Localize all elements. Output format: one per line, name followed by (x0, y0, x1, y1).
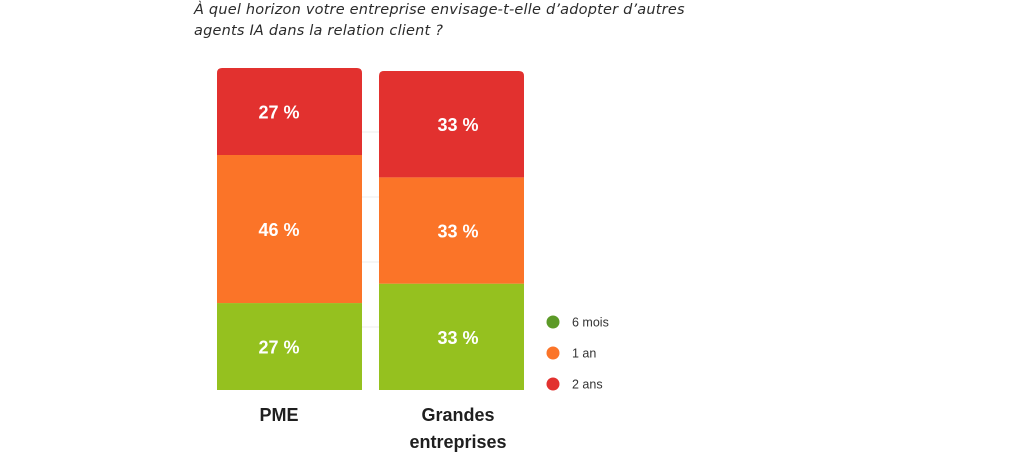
legend-swatch-2 (546, 377, 560, 391)
bar-segment-1-1 (379, 177, 524, 284)
bar-segment-1-2 (379, 71, 524, 178)
data-label-0-0: 27 % (258, 338, 299, 358)
legend-swatch-1 (546, 346, 560, 360)
chart-question: À quel horizon votre entreprise envisage… (194, 0, 754, 42)
category-label-1-1: entreprises (409, 432, 506, 452)
bar-segment-1-0 (379, 283, 524, 390)
legend-swatch-0 (546, 315, 560, 329)
bar-segment-0-1 (217, 154, 362, 304)
data-label-1-0: 33 % (437, 328, 478, 348)
bar-segment-0-2 (217, 68, 362, 155)
legend-label-1: 1 an (572, 347, 596, 361)
data-label-1-1: 33 % (437, 222, 478, 242)
legend-label-0: 6 mois (572, 316, 609, 330)
data-label-1-2: 33 % (437, 115, 478, 135)
category-label-0-0: PME (259, 405, 298, 425)
question-line-2: agents IA dans la relation client ? (194, 23, 444, 39)
bar-segment-0-0 (217, 303, 362, 390)
data-label-0-2: 27 % (258, 102, 299, 122)
category-label-1-0: Grandes (421, 405, 494, 425)
question-line-1: À quel horizon votre entreprise envisage… (194, 2, 685, 18)
legend-label-2: 2 ans (572, 378, 603, 392)
data-label-0-1: 46 % (258, 220, 299, 240)
